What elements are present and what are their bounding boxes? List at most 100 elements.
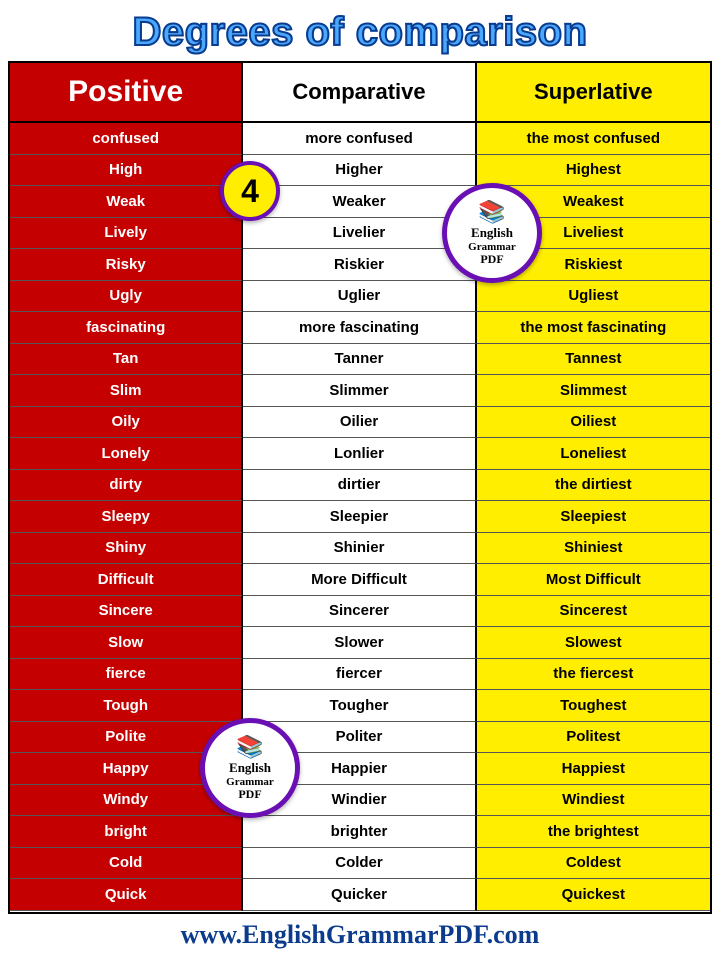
cell-superlative: Happiest (477, 753, 710, 785)
table-row: fascinatingmore fascinatingthe most fasc… (10, 312, 710, 344)
header-superlative: Superlative (477, 63, 710, 123)
cell-superlative: Most Difficult (477, 564, 710, 596)
cell-comparative: Uglier (243, 281, 476, 313)
cell-positive: fierce (10, 659, 243, 691)
cell-comparative: more fascinating (243, 312, 476, 344)
cell-positive: Cold (10, 848, 243, 880)
cell-positive: Oily (10, 407, 243, 439)
cell-superlative: the dirtiest (477, 470, 710, 502)
table-row: ShinyShinierShiniest (10, 533, 710, 565)
cell-superlative: Oiliest (477, 407, 710, 439)
page-number-badge: 4 (220, 161, 280, 221)
cell-superlative: Slowest (477, 627, 710, 659)
cell-positive: Lonely (10, 438, 243, 470)
cell-comparative: Lonlier (243, 438, 476, 470)
cell-comparative: dirtier (243, 470, 476, 502)
cell-superlative: Quickest (477, 879, 710, 911)
cell-comparative: brighter (243, 816, 476, 848)
table-row: SleepySleepierSleepiest (10, 501, 710, 533)
brand-stamp-icon: English Grammar PDF (442, 183, 542, 283)
cell-positive: Sleepy (10, 501, 243, 533)
cell-comparative: More Difficult (243, 564, 476, 596)
cell-superlative: Sleepiest (477, 501, 710, 533)
cell-comparative: Tanner (243, 344, 476, 376)
cell-positive: Difficult (10, 564, 243, 596)
table-row: ToughTougherToughest (10, 690, 710, 722)
cell-comparative: Tougher (243, 690, 476, 722)
cell-comparative: Slower (243, 627, 476, 659)
cell-positive: Slim (10, 375, 243, 407)
cell-superlative: the most fascinating (477, 312, 710, 344)
table-row: PolitePoliterPolitest (10, 722, 710, 754)
cell-positive: Shiny (10, 533, 243, 565)
table-row: WeakWeakerWeakest (10, 186, 710, 218)
cell-superlative: Toughest (477, 690, 710, 722)
cell-comparative: fiercer (243, 659, 476, 691)
footer-url: www.EnglishGrammarPDF.com (0, 914, 720, 960)
cell-positive: High (10, 155, 243, 187)
comparison-table: Positive Comparative Superlative confuse… (8, 61, 712, 914)
cell-superlative: Slimmest (477, 375, 710, 407)
table-row: HighHigherHighest (10, 155, 710, 187)
table-row: DifficultMore DifficultMost Difficult (10, 564, 710, 596)
cell-comparative: Shinier (243, 533, 476, 565)
header-positive: Positive (10, 63, 243, 123)
table-header-row: Positive Comparative Superlative (10, 63, 710, 123)
cell-superlative: Shiniest (477, 533, 710, 565)
cell-positive: Weak (10, 186, 243, 218)
cell-superlative: Politest (477, 722, 710, 754)
table-row: TanTannerTannest (10, 344, 710, 376)
stamp-line3: PDF (238, 788, 261, 801)
cell-positive: Tan (10, 344, 243, 376)
cell-superlative: Highest (477, 155, 710, 187)
stamp-line3: PDF (480, 253, 503, 266)
cell-positive: bright (10, 816, 243, 848)
header-comparative: Comparative (243, 63, 476, 123)
table-row: QuickQuickerQuickest (10, 879, 710, 911)
cell-positive: fascinating (10, 312, 243, 344)
page-title: Degrees of comparison (0, 0, 720, 61)
cell-superlative: Coldest (477, 848, 710, 880)
cell-comparative: Sincerer (243, 596, 476, 628)
table-row: UglyUglierUgliest (10, 281, 710, 313)
cell-comparative: Slimmer (243, 375, 476, 407)
cell-positive: Ugly (10, 281, 243, 313)
table-body: confusedmore confusedthe most confusedHi… (10, 123, 710, 911)
table-row: dirtydirtierthe dirtiest (10, 470, 710, 502)
table-row: SincereSincererSincerest (10, 596, 710, 628)
cell-positive: Lively (10, 218, 243, 250)
cell-superlative: the most confused (477, 123, 710, 155)
table-row: ColdColderColdest (10, 848, 710, 880)
cell-superlative: Tannest (477, 344, 710, 376)
cell-comparative: more confused (243, 123, 476, 155)
cell-positive: Risky (10, 249, 243, 281)
cell-comparative: Riskier (243, 249, 476, 281)
stamp-line1: English (471, 226, 513, 240)
cell-comparative: Sleepier (243, 501, 476, 533)
cell-superlative: Loneliest (477, 438, 710, 470)
table-row: brightbrighterthe brightest (10, 816, 710, 848)
cell-positive: Tough (10, 690, 243, 722)
cell-superlative: Windiest (477, 785, 710, 817)
cell-comparative: Quicker (243, 879, 476, 911)
cell-positive: Quick (10, 879, 243, 911)
cell-positive: Slow (10, 627, 243, 659)
cell-superlative: Ugliest (477, 281, 710, 313)
table-row: confusedmore confusedthe most confused (10, 123, 710, 155)
table-row: LivelyLivelierLiveliest (10, 218, 710, 250)
table-row: RiskyRiskierRiskiest (10, 249, 710, 281)
cell-positive: Sincere (10, 596, 243, 628)
stamp-line2: Grammar (226, 776, 274, 788)
table-row: OilyOilierOiliest (10, 407, 710, 439)
table-row: HappyHappierHappiest (10, 753, 710, 785)
cell-superlative: Sincerest (477, 596, 710, 628)
brand-stamp-icon: English Grammar PDF (200, 718, 300, 818)
stamp-line1: English (229, 761, 271, 775)
cell-superlative: the brightest (477, 816, 710, 848)
cell-superlative: the fiercest (477, 659, 710, 691)
table-row: fiercefiercerthe fiercest (10, 659, 710, 691)
table-row: SlimSlimmerSlimmest (10, 375, 710, 407)
cell-comparative: Oilier (243, 407, 476, 439)
table-row: SlowSlowerSlowest (10, 627, 710, 659)
cell-positive: dirty (10, 470, 243, 502)
